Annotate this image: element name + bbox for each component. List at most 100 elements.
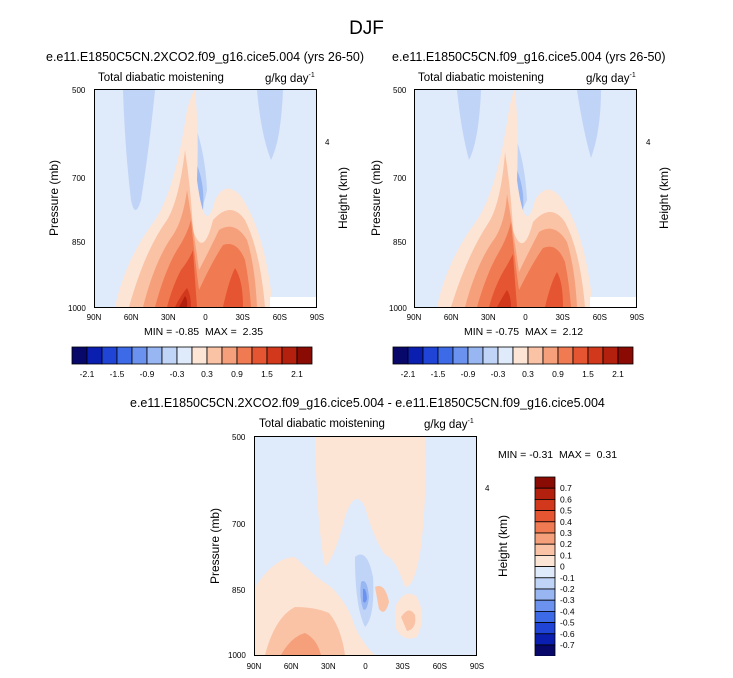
labelbar-box (467, 346, 484, 365)
labelbar-label: 1.5 (582, 369, 594, 379)
labelbar-box (512, 346, 529, 365)
min-max-readout: MIN = -0.31 MAX = 0.31 (498, 449, 618, 461)
labelbar-box (296, 346, 313, 365)
labelbar-label: 0.3 (560, 528, 572, 538)
x-tick-label: 30S (555, 313, 570, 322)
x-tick-label: 60S (592, 313, 607, 322)
labelbar-label: 0.2 (560, 539, 572, 549)
labelbar-box (534, 644, 556, 656)
labelbar-label: 0.4 (560, 517, 572, 527)
y-tick-label: 500 (393, 86, 407, 95)
labelbar-label: 2.1 (612, 369, 624, 379)
x-tick-label: 90S (309, 313, 325, 322)
labelbar-box (221, 346, 238, 365)
labelbar-label: 0 (560, 562, 565, 572)
y-tick-label: 500 (232, 433, 246, 442)
labelbar-box (534, 543, 556, 556)
min-max-readout: MIN = -0.85 MAX = 2.35 (144, 326, 264, 338)
labelbar-box (251, 346, 268, 365)
x-tick-label: 90N (86, 313, 102, 322)
labelbar: -2.1 -1.5 -0.9 -0.3 0.3 0.9 1.5 2.1 (392, 346, 634, 379)
contour-field (255, 437, 476, 655)
y2-tick-label: 4 (325, 138, 330, 147)
labelbar-box (452, 346, 469, 365)
labelbar-label: -0.3 (170, 369, 185, 379)
labelbar-box (534, 599, 556, 612)
labelbar-box (602, 346, 619, 365)
labelbar-label: 0.3 (201, 369, 213, 379)
labelbar-label: -0.2 (560, 584, 575, 594)
units-label: g/kg day-1 (586, 72, 636, 85)
labelbar-label: -2.1 (401, 369, 416, 379)
labelbar-label: -0.1 (560, 573, 575, 583)
labelbar-box (542, 346, 559, 365)
units-label: g/kg day-1 (265, 72, 315, 85)
labelbar-box (534, 566, 556, 579)
y-tick-label: 700 (72, 174, 86, 183)
labelbar-label: -2.1 (80, 369, 95, 379)
labelbar-label: 0.7 (560, 483, 572, 493)
labelbar-box (534, 610, 556, 623)
contour-plot (414, 89, 637, 308)
y-axis-label: Pressure (mb) (369, 159, 383, 237)
labelbar: -2.1 -1.5 -0.9 -0.3 0.3 0.9 1.5 2.1 (71, 346, 313, 379)
labelbar-box (482, 346, 499, 365)
x-tick-label: 30N (160, 313, 176, 322)
labelbar-label: 0.9 (231, 369, 243, 379)
labelbar-label: 0.9 (552, 369, 564, 379)
labelbar-box (236, 346, 253, 365)
y-tick-label: 500 (72, 86, 86, 95)
labelbar-box (534, 555, 556, 568)
labelbar-box (617, 346, 634, 365)
x-tick-label: 90N (246, 662, 262, 671)
contour-plot (254, 436, 477, 656)
x-tick-label: 60N (283, 662, 299, 671)
labelbar-box (534, 510, 556, 523)
labelbar-box (534, 521, 556, 534)
labelbar-label: -1.5 (431, 369, 446, 379)
labelbar-label: 0.6 (560, 494, 572, 504)
x-tick-label: 90S (629, 313, 645, 322)
labelbar-box (534, 476, 556, 489)
labelbar-box (392, 346, 409, 365)
labelbar-box (437, 346, 454, 365)
min-max-readout: MIN = -0.75 MAX = 2.12 (464, 326, 584, 338)
labelbar-box (71, 346, 88, 365)
y-tick-label: 850 (72, 238, 86, 247)
y-tick-label: 700 (393, 174, 407, 183)
labelbar-box (407, 346, 424, 365)
labelbar-box (534, 633, 556, 646)
labelbar-box (557, 346, 574, 365)
y-tick-label: 1000 (389, 304, 407, 313)
y-tick-label: 1000 (228, 651, 246, 660)
x-tick-label: 90S (469, 662, 485, 671)
panel-title: e.e11.E1850C5CN.2XCO2.f09_g16.cice5.004 … (130, 396, 605, 410)
page-title: DJF (349, 18, 384, 39)
y-axis-label: Pressure (mb) (47, 159, 61, 237)
labelbar-label: -0.6 (560, 629, 575, 639)
x-tick-label: 30N (320, 662, 336, 671)
y2-axis-label: Height (km) (496, 514, 510, 578)
labelbar-label: -0.7 (560, 640, 575, 650)
contour-field (95, 90, 316, 307)
x-tick-label: 60N (123, 313, 139, 322)
labelbar-label: 2.1 (291, 369, 303, 379)
x-tick-label: 60N (443, 313, 459, 322)
labelbar-box (176, 346, 193, 365)
labelbar-box (534, 588, 556, 601)
panel-title: e.e11.E1850C5CN.f09_g16.cice5.004 (yrs 2… (392, 50, 666, 64)
labelbar-label: -0.4 (560, 606, 575, 616)
y-tick-label: 850 (232, 586, 246, 595)
contour-field (415, 90, 636, 307)
labelbar-label: -0.3 (491, 369, 506, 379)
x-tick-label: 60S (272, 313, 287, 322)
labelbar-box (146, 346, 163, 365)
y-tick-label: 1000 (68, 304, 86, 313)
labelbar-box (191, 346, 208, 365)
contour-plot (94, 89, 317, 308)
labelbar-box (116, 346, 133, 365)
labelbar-label: -0.9 (461, 369, 476, 379)
labelbar-label: -1.5 (110, 369, 125, 379)
labelbar-label: -0.9 (140, 369, 155, 379)
labelbar-box (572, 346, 589, 365)
